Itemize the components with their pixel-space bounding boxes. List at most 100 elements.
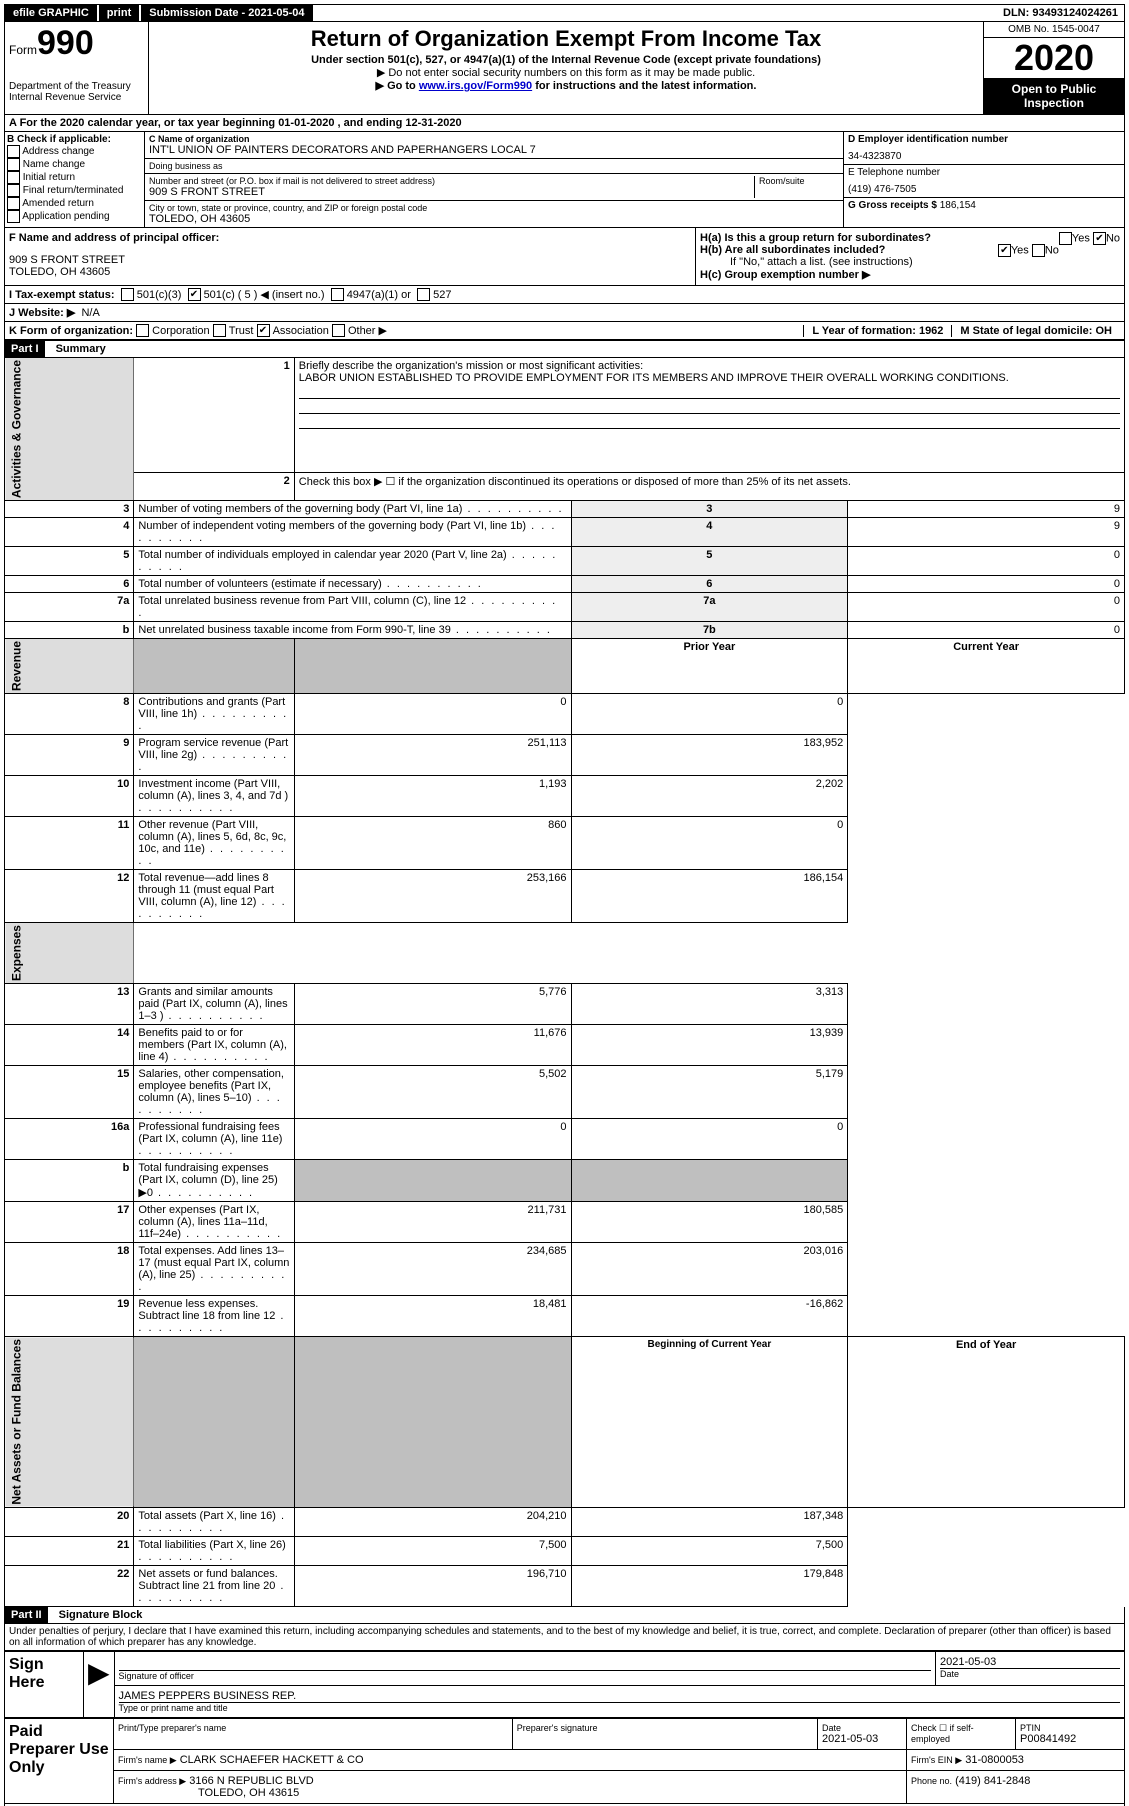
row-num: 3 — [5, 501, 134, 518]
m-value: M State of legal domicile: OH — [951, 325, 1120, 337]
a1-checkbox[interactable] — [331, 288, 344, 301]
col-b-label: B Check if applicable: — [7, 134, 142, 145]
row-num: 14 — [5, 1025, 134, 1066]
part2-header: Part II — [5, 1607, 48, 1623]
vlabel-activities: Activities & Governance — [5, 358, 134, 501]
trust-checkbox[interactable] — [213, 324, 226, 337]
row-num: 6 — [5, 576, 134, 593]
row-a: A For the 2020 calendar year, or tax yea… — [4, 115, 1125, 132]
colb-item: Application pending — [7, 210, 142, 223]
row-prior: 18,481 — [294, 1296, 571, 1337]
ha-yes-checkbox[interactable] — [1059, 232, 1072, 245]
row-text: Net unrelated business taxable income fr… — [134, 622, 571, 639]
hb-no-checkbox[interactable] — [1032, 244, 1045, 257]
row-num: 9 — [5, 735, 134, 776]
other-label: Other ▶ — [348, 324, 387, 337]
hc-label: H(c) Group exemption number ▶ — [700, 268, 1120, 281]
assoc-checkbox[interactable] — [257, 324, 270, 337]
row-ref: 3 — [571, 501, 848, 518]
row-num: b — [5, 622, 134, 639]
row-num: 20 — [5, 1507, 134, 1536]
row-text: Investment income (Part VIII, column (A)… — [134, 776, 294, 817]
org-name: INT'L UNION OF PAINTERS DECORATORS AND P… — [149, 144, 839, 156]
ha-no-checkbox[interactable] — [1093, 232, 1106, 245]
row-text: Contributions and grants (Part VIII, lin… — [134, 694, 294, 735]
firm-addr1: 3166 N REPUBLIC BLVD — [189, 1775, 314, 1787]
prep-date-label: Date — [822, 1723, 902, 1733]
s527-label: 527 — [433, 289, 451, 301]
c3-label: 501(c)(3) — [137, 289, 182, 301]
tax-label: I Tax-exempt status: — [9, 289, 115, 301]
row-num: 7a — [5, 593, 134, 622]
firm-ein: 31-0800053 — [965, 1754, 1024, 1766]
colb-checkbox[interactable] — [7, 158, 20, 171]
row-num: 17 — [5, 1202, 134, 1243]
q1-answer: LABOR UNION ESTABLISHED TO PROVIDE EMPLO… — [299, 372, 1009, 384]
q2-num: 2 — [134, 473, 294, 501]
row-prior: 234,685 — [294, 1243, 571, 1296]
row-current: 186,154 — [571, 870, 848, 923]
c5-checkbox[interactable] — [188, 288, 201, 301]
colb-checkbox[interactable] — [7, 145, 20, 158]
hb-yes-checkbox[interactable] — [998, 244, 1011, 257]
a1-label: 4947(a)(1) or — [347, 289, 411, 301]
row-num: b — [5, 1160, 134, 1202]
colb-checkbox[interactable] — [7, 210, 20, 223]
row-text: Total fundraising expenses (Part IX, col… — [134, 1160, 294, 1202]
corp-checkbox[interactable] — [136, 324, 149, 337]
row-num: 8 — [5, 694, 134, 735]
colb-item: Name change — [7, 158, 142, 171]
print-button[interactable]: print — [99, 5, 139, 21]
ha-row: H(a) Is this a group return for subordin… — [700, 232, 1120, 244]
other-checkbox[interactable] — [332, 324, 345, 337]
part2-title: Signature Block — [51, 1609, 143, 1621]
firm-phone-label: Phone no. — [911, 1776, 952, 1786]
city-label: City or town, state or province, country… — [149, 203, 839, 213]
row-ref: 4 — [571, 518, 848, 547]
website-row: J Website: ▶ N/A — [4, 304, 1125, 322]
colb-checkbox[interactable] — [7, 171, 20, 184]
colb-item: Initial return — [7, 171, 142, 184]
assoc-label: Association — [273, 325, 329, 337]
addr-label: Number and street (or P.O. box if mail i… — [149, 176, 754, 186]
c5-label: 501(c) ( 5 ) ◀ (insert no.) — [204, 288, 325, 301]
row-prior: 7,500 — [294, 1536, 571, 1565]
row-prior: 5,502 — [294, 1066, 571, 1119]
row-text: Professional fundraising fees (Part IX, … — [134, 1119, 294, 1160]
row-prior: 860 — [294, 817, 571, 870]
colb-item: Final return/terminated — [7, 184, 142, 197]
row-num: 5 — [5, 547, 134, 576]
row-prior: 253,166 — [294, 870, 571, 923]
gross-label: G Gross receipts $ — [848, 200, 937, 211]
f-addr1: 909 S FRONT STREET — [9, 254, 691, 266]
f-addr2: TOLEDO, OH 43605 — [9, 266, 691, 278]
row-text: Total revenue—add lines 8 through 11 (mu… — [134, 870, 294, 923]
row-prior: 5,776 — [294, 984, 571, 1025]
sign-name: JAMES PEPPERS BUSINESS REP. — [119, 1690, 1120, 1703]
row-current: 7,500 — [571, 1536, 848, 1565]
row-current: 180,585 — [571, 1202, 848, 1243]
row-prior: 211,731 — [294, 1202, 571, 1243]
colb-checkbox[interactable] — [7, 197, 20, 210]
sig-officer-label: Signature of officer — [119, 1671, 931, 1681]
end-year-header: End of Year — [848, 1337, 1125, 1508]
s527-checkbox[interactable] — [417, 288, 430, 301]
row-current: -16,862 — [571, 1296, 848, 1337]
firm-name-label: Firm's name ▶ — [118, 1755, 177, 1765]
vlabel-revenue: Revenue — [5, 639, 134, 694]
row-current: 0 — [571, 694, 848, 735]
sign-table: Sign Here ▶ Signature of officer 2021-05… — [4, 1651, 1125, 1718]
col-c: C Name of organization INT'L UNION OF PA… — [145, 132, 843, 227]
c3-checkbox[interactable] — [121, 288, 134, 301]
col-b: B Check if applicable: Address change Na… — [5, 132, 145, 227]
colb-checkbox[interactable] — [7, 184, 20, 197]
irs-link[interactable]: www.irs.gov/Form990 — [419, 80, 532, 92]
form-note1: ▶ Do not enter social security numbers o… — [153, 66, 979, 79]
colb-item: Amended return — [7, 197, 142, 210]
row-current: 5,179 — [571, 1066, 848, 1119]
q2-text: Check this box ▶ ☐ if the organization d… — [294, 473, 1124, 501]
efile-button[interactable]: efile GRAPHIC — [5, 5, 97, 21]
city: TOLEDO, OH 43605 — [149, 213, 839, 225]
row-num: 18 — [5, 1243, 134, 1296]
dept-label: Department of the Treasury Internal Reve… — [9, 81, 144, 103]
